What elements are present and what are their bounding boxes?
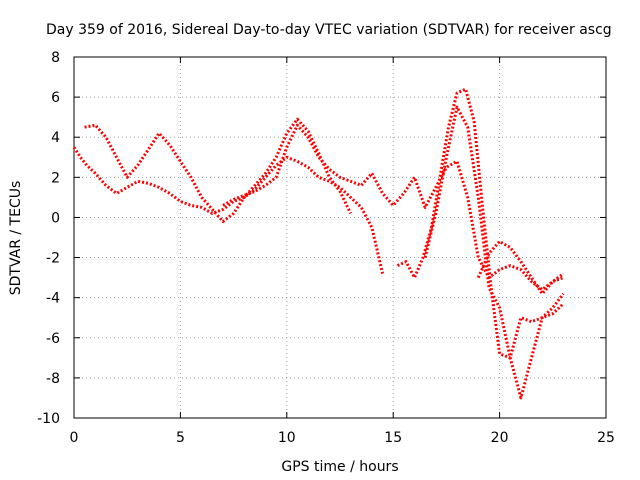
grid: [74, 57, 606, 418]
y-tick-label: 0: [51, 210, 60, 226]
x-tick-label: 20: [491, 430, 509, 446]
series-track-1: [72, 146, 385, 274]
series-track-6: [476, 240, 565, 296]
plot-frame: [73, 56, 607, 419]
data-series: [72, 87, 565, 400]
y-tick-label: -6: [46, 331, 60, 347]
y-tick-label: -2: [46, 251, 60, 267]
x-axis: 0 5 10 15 20 25: [70, 57, 615, 446]
x-axis-label: GPS time / hours: [281, 459, 398, 475]
x-tick-label: 25: [597, 430, 615, 446]
chart-title: Day 359 of 2016, Sidereal Day-to-day VTE…: [46, 22, 612, 38]
series-track-4: [396, 87, 565, 360]
x-tick-label: 0: [70, 430, 79, 446]
x-tick-label: 10: [278, 430, 296, 446]
series-track-5: [423, 105, 565, 400]
y-tick-label: -8: [46, 371, 60, 387]
y-tick-label: 2: [51, 170, 60, 186]
y-tick-label: 8: [51, 50, 60, 66]
y-tick-label: -4: [46, 291, 60, 307]
x-tick-label: 15: [384, 430, 402, 446]
y-tick-label: 6: [51, 90, 60, 106]
series-track-2: [84, 117, 352, 223]
y-axis-label: SDTVAR / TECUs: [8, 181, 24, 296]
y-axis: -10 -8 -6 -4 -2 0 2 4 6 8: [37, 50, 606, 427]
series-track-3: [222, 123, 564, 292]
y-tick-label: 4: [51, 130, 60, 146]
x-tick-label: 5: [176, 430, 185, 446]
y-tick-label: -10: [37, 411, 60, 427]
